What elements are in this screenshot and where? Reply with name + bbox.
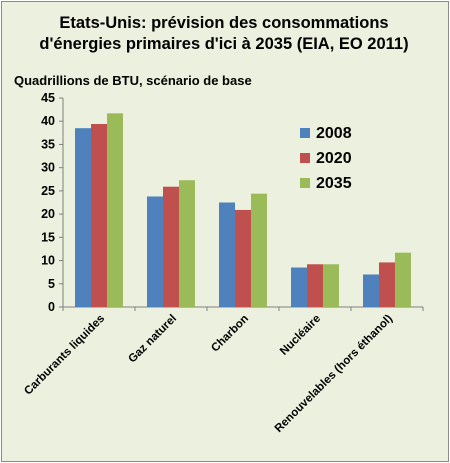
- bar-2035-2: [251, 193, 267, 307]
- bar-2008-3: [291, 267, 307, 307]
- bar-2008-0: [75, 128, 91, 307]
- y-tick-label: 40: [41, 114, 55, 128]
- plot-area: 0 5 10 15 20 25 30 35 40 45 Carburants liquides Gaz…: [22, 91, 424, 435]
- chart-title-line1: Etats-Unis: prévision des consommations: [59, 14, 388, 32]
- bar-2008-4: [363, 274, 379, 307]
- bar-2035-3: [323, 264, 339, 307]
- category-label: Carburants liquides: [22, 313, 107, 398]
- category-label: Charbon: [209, 313, 251, 355]
- y-tick-label: 0: [48, 300, 55, 314]
- bar-2008-2: [219, 202, 235, 307]
- y-tick-label: 35: [41, 137, 55, 151]
- category-label: Renouvelables (hors éthanol): [273, 313, 395, 435]
- legend-label-2008: 2008: [316, 125, 352, 142]
- legend-swatch-2008: [300, 128, 310, 138]
- category-label: Nucléaire: [278, 313, 323, 358]
- y-tick-label: 25: [41, 184, 55, 198]
- y-tick-label: 10: [41, 254, 55, 268]
- y-tick-label: 30: [41, 161, 55, 175]
- legend-label-2035: 2035: [316, 175, 352, 192]
- legend-label-2020: 2020: [316, 150, 352, 167]
- bar-2020-1: [163, 186, 179, 307]
- legend-swatch-2035: [300, 178, 310, 188]
- bar-2020-2: [235, 209, 251, 307]
- y-axis-label: Quadrillions de BTU, scénario de base: [14, 73, 252, 88]
- legend-swatch-2020: [300, 153, 310, 163]
- y-tick-label: 15: [41, 230, 55, 244]
- bar-2020-3: [307, 264, 323, 307]
- y-tick-label: 20: [41, 207, 55, 221]
- chart-title-line2: d'énergies primaires d'ici à 2035 (EIA, …: [39, 35, 408, 53]
- category-label: Gaz naturel: [126, 313, 179, 366]
- bar-2020-0: [91, 124, 107, 308]
- bar-2035-1: [179, 180, 195, 307]
- bar-2035-4: [395, 252, 411, 307]
- bar-2035-0: [107, 113, 123, 308]
- y-tick-label: 45: [41, 91, 55, 105]
- bar-2008-1: [147, 196, 163, 307]
- bar-2020-4: [379, 262, 395, 307]
- y-tick-label: 5: [48, 277, 55, 291]
